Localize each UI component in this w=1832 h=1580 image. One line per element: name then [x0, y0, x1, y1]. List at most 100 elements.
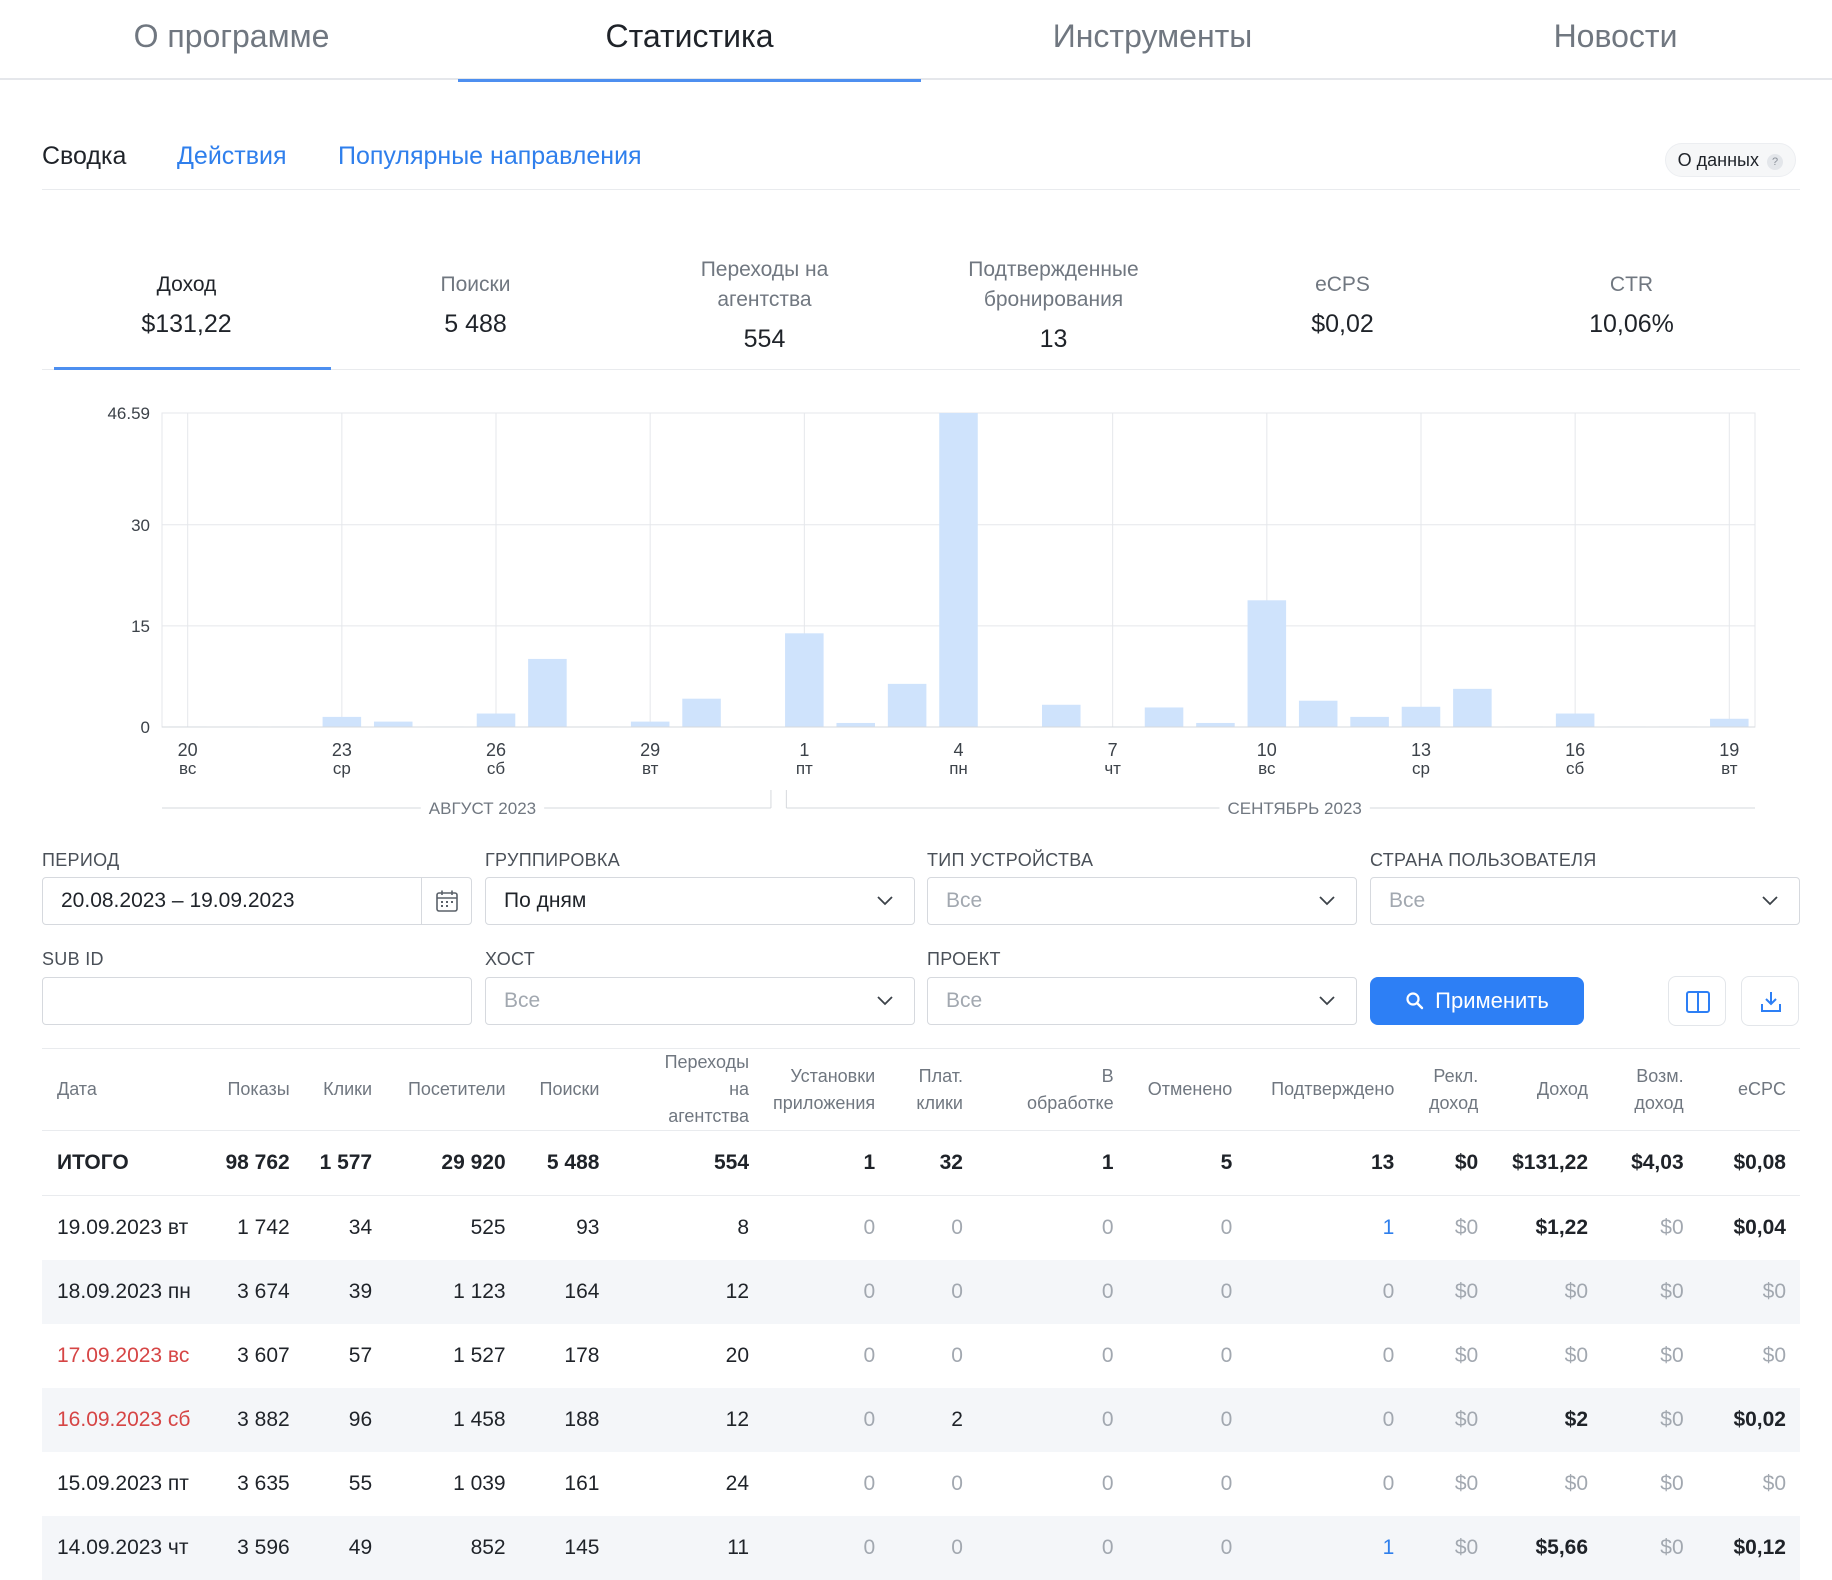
table-cell: 14.09.2023 чт	[42, 1515, 212, 1580]
table-cell: 3 607	[237, 1343, 290, 1367]
apply-button[interactable]: Применить	[1370, 977, 1584, 1025]
top-tabs: О программе Статистика Инструменты Новос…	[0, 0, 1832, 82]
table-cell: $0	[1602, 1259, 1698, 1324]
subid-label: SUB ID	[42, 949, 104, 969]
columns-button[interactable]	[1668, 976, 1726, 1026]
table-cell: 525	[470, 1215, 506, 1239]
country-select[interactable]: Все	[1370, 877, 1800, 925]
subnav-popular-destinations[interactable]: Популярные направления	[338, 142, 642, 170]
table-cell: 0	[951, 1343, 963, 1367]
y-tick-label: 0	[141, 718, 150, 737]
metric-revenue[interactable]: Доход $131,22	[42, 240, 331, 370]
month-label-september: СЕНТЯБРЬ 2023	[1227, 799, 1361, 818]
chart-bar	[836, 722, 875, 727]
download-button[interactable]	[1741, 976, 1799, 1026]
col-app-installs[interactable]: Установки приложения	[763, 1048, 890, 1131]
x-tick-day: 1	[799, 740, 809, 760]
table-cell: 1 527	[453, 1343, 506, 1367]
table-cell: $0	[1454, 1471, 1479, 1495]
chevron-down-icon	[1319, 896, 1335, 906]
period-input[interactable]: 20.08.2023 – 19.09.2023	[42, 877, 472, 925]
table-row: 16.09.2023 сб 3 882 96 1 458 188 12 0 2 0 0 0 $0 $2 $…	[42, 1387, 1800, 1452]
table-cell: 0	[1101, 1343, 1114, 1367]
tab-statistics[interactable]: Статистика	[458, 0, 921, 82]
col-ecpc[interactable]: eCPC	[1697, 1048, 1800, 1131]
metric-confirmed-bookings[interactable]: Подтвержденные бронирования 13	[909, 240, 1198, 368]
x-tick-day: 13	[1411, 740, 1431, 760]
subnav-summary[interactable]: Сводка	[42, 142, 127, 170]
table-cell: 0	[1382, 1471, 1395, 1495]
month-label-bg	[420, 799, 545, 818]
col-cancelled[interactable]: Отменено	[1127, 1048, 1247, 1131]
table-cell: 0	[1246, 1387, 1409, 1452]
x-tick-day: 26	[486, 740, 506, 760]
search-icon	[1406, 992, 1424, 1010]
calendar-button[interactable]	[421, 878, 471, 924]
col-revenue[interactable]: Доход	[1492, 1048, 1603, 1131]
table-cell: 96	[303, 1387, 387, 1452]
chart-bar	[1298, 700, 1338, 727]
tab-tools[interactable]: Инструменты	[1052, 18, 1253, 54]
tab-about[interactable]: О программе	[133, 18, 330, 54]
table-cell: $0	[1408, 1130, 1493, 1196]
col-processing[interactable]: В обработке	[976, 1048, 1128, 1131]
metric-value: 10,06%	[1589, 310, 1674, 338]
col-date[interactable]: Дата	[42, 1048, 212, 1131]
country-placeholder: Все	[1389, 889, 1426, 912]
table-cell: 0	[976, 1387, 1128, 1452]
metric-agency-clicks[interactable]: Переходы на агентства 554	[620, 240, 909, 368]
metric-label: Подтвержденные бронирования	[968, 258, 1139, 311]
x-tick-weekday: вт	[642, 759, 659, 778]
table-cell: 1	[976, 1130, 1128, 1196]
table-cell: 1 039	[453, 1471, 506, 1495]
device-label: ТИП УСТРОЙСТВА	[927, 850, 1094, 870]
metric-ctr[interactable]: CTR 10,06%	[1487, 240, 1776, 368]
table-cell: $0	[1454, 1215, 1479, 1239]
table-cell: 1 577	[303, 1130, 387, 1196]
project-select[interactable]: Все	[927, 977, 1357, 1025]
grouping-select[interactable]: По дням	[485, 877, 915, 925]
table-cell: 32	[889, 1130, 977, 1196]
table-row: 14.09.2023 чт 3 596 49 852 145 11 0 0 0 0 1 $0 $5,66…	[42, 1515, 1800, 1580]
col-visitors[interactable]: Посетители	[386, 1048, 520, 1131]
device-select[interactable]: Все	[927, 877, 1357, 925]
table-cell: 0	[976, 1259, 1128, 1324]
col-clicks[interactable]: Клики	[303, 1048, 387, 1131]
grouping-value: По дням	[504, 889, 587, 912]
table-cell: 18.09.2023 пн	[42, 1259, 212, 1324]
host-select[interactable]: Все	[485, 977, 915, 1025]
x-tick-day: 10	[1257, 740, 1277, 760]
metric-searches[interactable]: Поиски 5 488	[331, 240, 620, 368]
table-cell: 0	[863, 1471, 876, 1495]
subid-input[interactable]	[42, 977, 472, 1025]
col-impressions[interactable]: Показы	[211, 1048, 304, 1131]
col-potential-revenue[interactable]: Возм. доход	[1602, 1048, 1698, 1131]
table-cell: 0	[1220, 1343, 1233, 1367]
subnav-actions[interactable]: Действия	[177, 142, 287, 170]
x-tick-weekday: пт	[796, 759, 813, 778]
col-agency-clicks[interactable]: Переходы на агентства	[613, 1048, 764, 1131]
col-ad-revenue[interactable]: Рекл. доход	[1408, 1048, 1493, 1131]
table-cell: 16.09.2023 сб	[42, 1387, 212, 1452]
col-paid-clicks[interactable]: Плат. клики	[889, 1048, 977, 1131]
about-data-button[interactable]: О данных?	[1664, 143, 1796, 177]
project-placeholder: Все	[946, 989, 983, 1012]
table-cell: $0	[1762, 1343, 1786, 1367]
tab-news[interactable]: Новости	[1553, 18, 1678, 54]
table-cell: 12	[613, 1387, 764, 1452]
chart-bar	[1401, 706, 1441, 727]
x-tick-weekday: вс	[1258, 759, 1276, 778]
table-cell: 554	[613, 1130, 764, 1196]
table-cell: 24	[725, 1471, 750, 1495]
table-cell: $0	[1660, 1343, 1684, 1367]
x-tick-weekday: чт	[1104, 759, 1121, 778]
table-cell: 1 742	[237, 1215, 290, 1239]
col-confirmed[interactable]: Подтверждено	[1246, 1048, 1409, 1131]
table-cell: 161	[564, 1471, 600, 1495]
x-tick-day: 4	[953, 740, 963, 760]
metric-value: 13	[1039, 325, 1068, 353]
metric-ecps[interactable]: eCPS $0,02	[1198, 240, 1487, 368]
col-searches[interactable]: Поиски	[519, 1048, 614, 1131]
chevron-down-icon	[877, 996, 893, 1006]
table-cell: 3 596	[211, 1515, 304, 1580]
